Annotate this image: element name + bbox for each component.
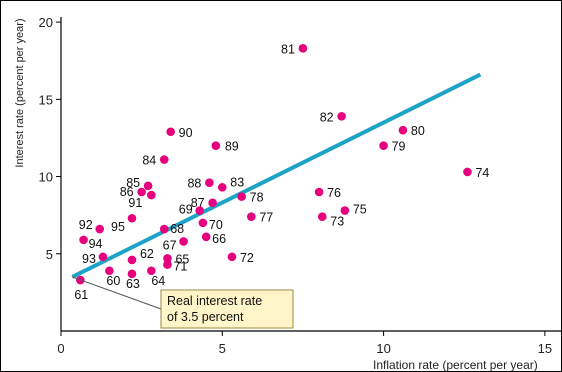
point-label-78: 78: [250, 191, 264, 205]
point-label-66: 66: [212, 232, 226, 246]
data-point-68: [159, 224, 169, 234]
point-label-89: 89: [225, 140, 239, 154]
point-label-82: 82: [320, 110, 334, 124]
data-point-80: [398, 125, 408, 135]
point-label-75: 75: [353, 203, 367, 217]
data-point-60: [105, 266, 114, 276]
data-point-86: [137, 187, 146, 197]
point-label-77: 77: [259, 211, 273, 225]
point-label-92: 92: [79, 218, 93, 232]
data-point-71: [163, 260, 172, 269]
callout-text-line: of 3.5 percent: [167, 310, 244, 324]
point-label-90: 90: [179, 126, 193, 140]
data-point-83: [217, 183, 227, 192]
point-label-95: 95: [111, 220, 125, 234]
x-tick-label: 10: [376, 341, 390, 356]
data-point-69: [195, 206, 205, 215]
point-label-60: 60: [106, 274, 120, 288]
callout-group: Real interest rate of 3.5 percent: [72, 276, 294, 329]
y-tick-label: 20: [39, 15, 53, 30]
point-label-68: 68: [170, 222, 184, 236]
data-point-72: [227, 252, 237, 262]
axes: 5 10 15 20 0 5 10 15: [39, 15, 561, 356]
y-tick-label: 15: [39, 92, 53, 107]
point-label-87: 87: [191, 196, 205, 210]
point-label-88: 88: [187, 177, 201, 191]
data-point-67: [179, 237, 188, 246]
data-point-81: [298, 44, 308, 53]
data-point-87: [208, 198, 217, 208]
point-label-80: 80: [411, 124, 425, 138]
x-tick-label: 5: [219, 341, 226, 356]
x-tick-label: 15: [538, 341, 552, 356]
trend-line: [71, 72, 482, 279]
point-label-63: 63: [126, 277, 140, 291]
data-point-79: [379, 141, 388, 150]
point-label-83: 83: [230, 175, 244, 189]
point-label-64: 64: [151, 274, 165, 288]
data-point-85: [143, 181, 153, 191]
point-label-61: 61: [74, 288, 88, 302]
data-point-90: [166, 127, 175, 137]
point-label-86: 86: [120, 185, 134, 199]
point-label-73: 73: [330, 215, 344, 229]
data-point-91: [147, 190, 156, 200]
callout-leader: [72, 276, 162, 310]
trend-line-group: [71, 72, 482, 279]
point-label-67: 67: [163, 238, 177, 252]
y-tick-label: 5: [46, 247, 53, 262]
data-point-77: [247, 212, 256, 222]
data-point-75: [340, 206, 350, 215]
point-label-85: 85: [126, 176, 140, 190]
point-label-79: 79: [392, 140, 406, 154]
y-axis-title: Interest rate (percent per year): [14, 18, 26, 167]
data-point-78: [237, 192, 246, 201]
point-label-69: 69: [179, 203, 193, 217]
x-tick-label: 0: [57, 341, 64, 356]
data-point-70: [198, 218, 208, 228]
point-label-71: 71: [173, 260, 187, 274]
data-point-65: [163, 254, 172, 263]
data-point-66: [201, 232, 211, 242]
data-point-92: [95, 224, 105, 234]
data-point-76: [314, 187, 324, 197]
callout-box: [160, 289, 294, 329]
x-axis-title: Inflation rate (percent per year): [373, 358, 538, 371]
data-point-63: [127, 269, 137, 279]
point-label-81: 81: [281, 42, 295, 56]
data-point-94: [79, 235, 88, 245]
data-point-89: [211, 141, 221, 150]
point-label-76: 76: [327, 186, 341, 200]
callout-text-line: Real interest rate: [167, 294, 262, 308]
data-point-74: [463, 167, 472, 177]
data-point-73: [317, 212, 327, 222]
point-label-62: 62: [140, 247, 154, 261]
point-label-70: 70: [209, 218, 223, 232]
point-label-91: 91: [128, 196, 142, 210]
data-point-84: [159, 155, 169, 164]
data-point-88: [205, 178, 214, 188]
y-tick-label: 10: [39, 170, 53, 185]
data-point-62: [127, 255, 137, 265]
point-label-94: 94: [89, 237, 103, 251]
data-point-82: [337, 112, 346, 121]
point-label-93: 93: [82, 252, 96, 266]
data-point-93: [98, 252, 108, 262]
data-point-64: [147, 266, 156, 276]
point-label-84: 84: [142, 154, 156, 168]
point-label-74: 74: [475, 166, 489, 180]
data-point-95: [127, 213, 137, 223]
point-label-65: 65: [175, 252, 189, 266]
point-label-72: 72: [240, 251, 254, 265]
